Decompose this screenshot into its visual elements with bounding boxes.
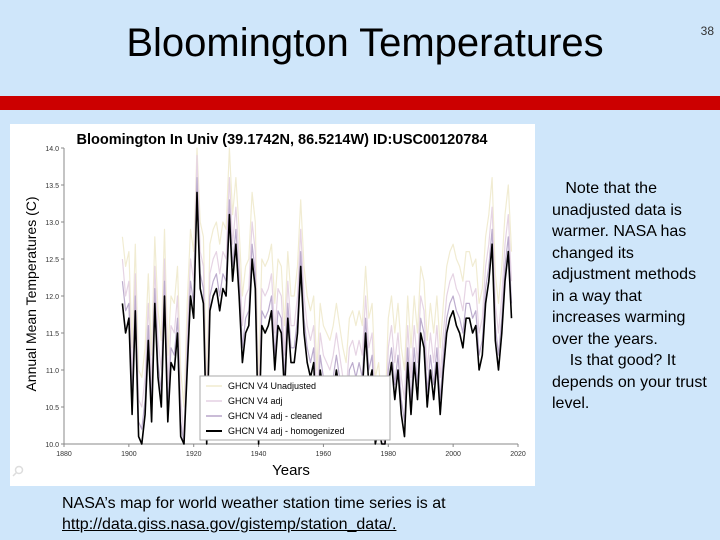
y-tick-label: 11.0 (46, 368, 59, 375)
y-tick-label: 10.5 (45, 405, 59, 412)
side-note: Note that the unadjusted data is warmer.… (552, 178, 712, 415)
footer-text: NASA’s map for world weather station tim… (62, 495, 446, 512)
x-tick-label: 1940 (251, 451, 267, 458)
side-note-text-2: Is that good? It depends on your trust l… (552, 352, 707, 412)
temperature-chart: Bloomington In Univ (39.1742N, 86.5214W)… (10, 124, 535, 486)
x-axis-label: Years (272, 462, 310, 479)
legend-entry: GHCN V4 adj - cleaned (228, 411, 322, 421)
side-note-paragraph-2: Is that good? It depends on your trust l… (552, 350, 712, 415)
y-axis-label: Annual Mean Temperatures (C) (23, 196, 39, 391)
chart-svg: Bloomington In Univ (39.1742N, 86.5214W)… (23, 132, 526, 479)
legend-entry: GHCN V4 adj - homogenized (228, 426, 345, 436)
series-line-unadjusted (121, 147, 513, 415)
footer-note: NASA’s map for world weather station tim… (62, 493, 622, 535)
y-tick-label: 13.0 (45, 220, 59, 227)
title-divider (0, 96, 720, 110)
x-tick-label: 1960 (316, 451, 332, 458)
x-tick-label: 1980 (380, 451, 396, 458)
legend-box (199, 375, 391, 441)
x-tick-label: 1900 (121, 451, 137, 458)
y-tick-label: 10.0 (45, 442, 59, 449)
x-tick-label: 1920 (186, 451, 202, 458)
page-number: 38 (700, 24, 714, 38)
chart-title: Bloomington In Univ (39.1742N, 86.5214W)… (77, 132, 488, 148)
station-data-link[interactable]: http://data.giss.nasa.gov/gistemp/statio… (62, 516, 397, 533)
y-tick-label: 14.0 (45, 146, 59, 153)
legend-entry: GHCN V4 Unadjusted (228, 381, 316, 391)
y-tick-label: 11.5 (46, 331, 59, 338)
x-tick-label: 2000 (445, 451, 461, 458)
legend-entry: GHCN V4 adj (228, 396, 283, 406)
slide-title: Bloomington Temperatures (126, 21, 604, 65)
x-tick-label: 1880 (56, 451, 72, 458)
magnifier-icon (12, 465, 24, 477)
x-tick-label: 2020 (510, 451, 526, 458)
y-tick-label: 12.5 (45, 257, 59, 264)
legend: GHCN V4 Unadjusted GHCN V4 adj GHCN V4 adj… (199, 375, 391, 441)
side-note-text-1: Note that the unadjusted data is warmer.… (552, 180, 697, 348)
y-tick-label: 12.0 (45, 294, 59, 301)
y-tick-label: 13.5 (45, 183, 59, 190)
side-note-paragraph-1: Note that the unadjusted data is warmer.… (552, 178, 712, 350)
